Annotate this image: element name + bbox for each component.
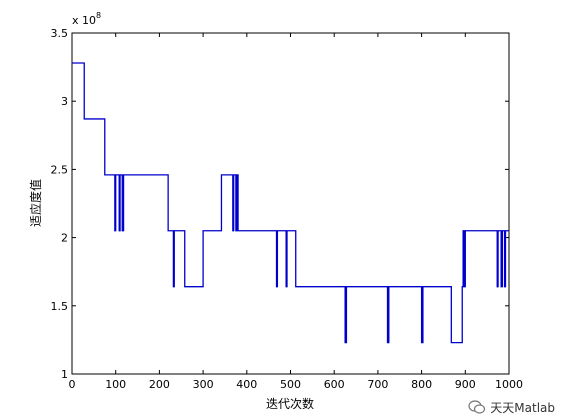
x-tick-label: 300 — [193, 378, 214, 391]
y-tick-label: 3.5 — [51, 27, 69, 40]
y-tick-label: 1.5 — [51, 300, 69, 313]
x-tick-label: 400 — [236, 378, 257, 391]
y-tick-label: 2 — [61, 232, 68, 245]
y-tick-label: 3 — [61, 95, 68, 108]
x-tick-label: 700 — [367, 378, 388, 391]
x-tick-label: 900 — [455, 378, 476, 391]
x-tick-label: 200 — [149, 378, 170, 391]
y-tick-label: 1 — [61, 368, 68, 381]
y-tick-label: 2.5 — [51, 163, 69, 176]
watermark-text: 天天Matlab — [490, 400, 555, 415]
watermark: 天天Matlab — [468, 398, 555, 416]
x-tick-label: 1000 — [495, 378, 523, 391]
x-tick-label: 600 — [324, 378, 345, 391]
x-tick-label: 100 — [105, 378, 126, 391]
wechat-logo-icon — [468, 400, 486, 414]
x-tick-label: 0 — [69, 378, 76, 391]
plot-area — [71, 32, 510, 375]
fitness-series-line — [72, 62, 509, 344]
y-axis-label: 适应度值 — [28, 179, 43, 227]
x-tick-label: 800 — [411, 378, 432, 391]
x-tick-label: 500 — [280, 378, 301, 391]
x-axis-label: 迭代次数 — [266, 396, 314, 411]
exponent-label: x 108 — [72, 11, 101, 27]
